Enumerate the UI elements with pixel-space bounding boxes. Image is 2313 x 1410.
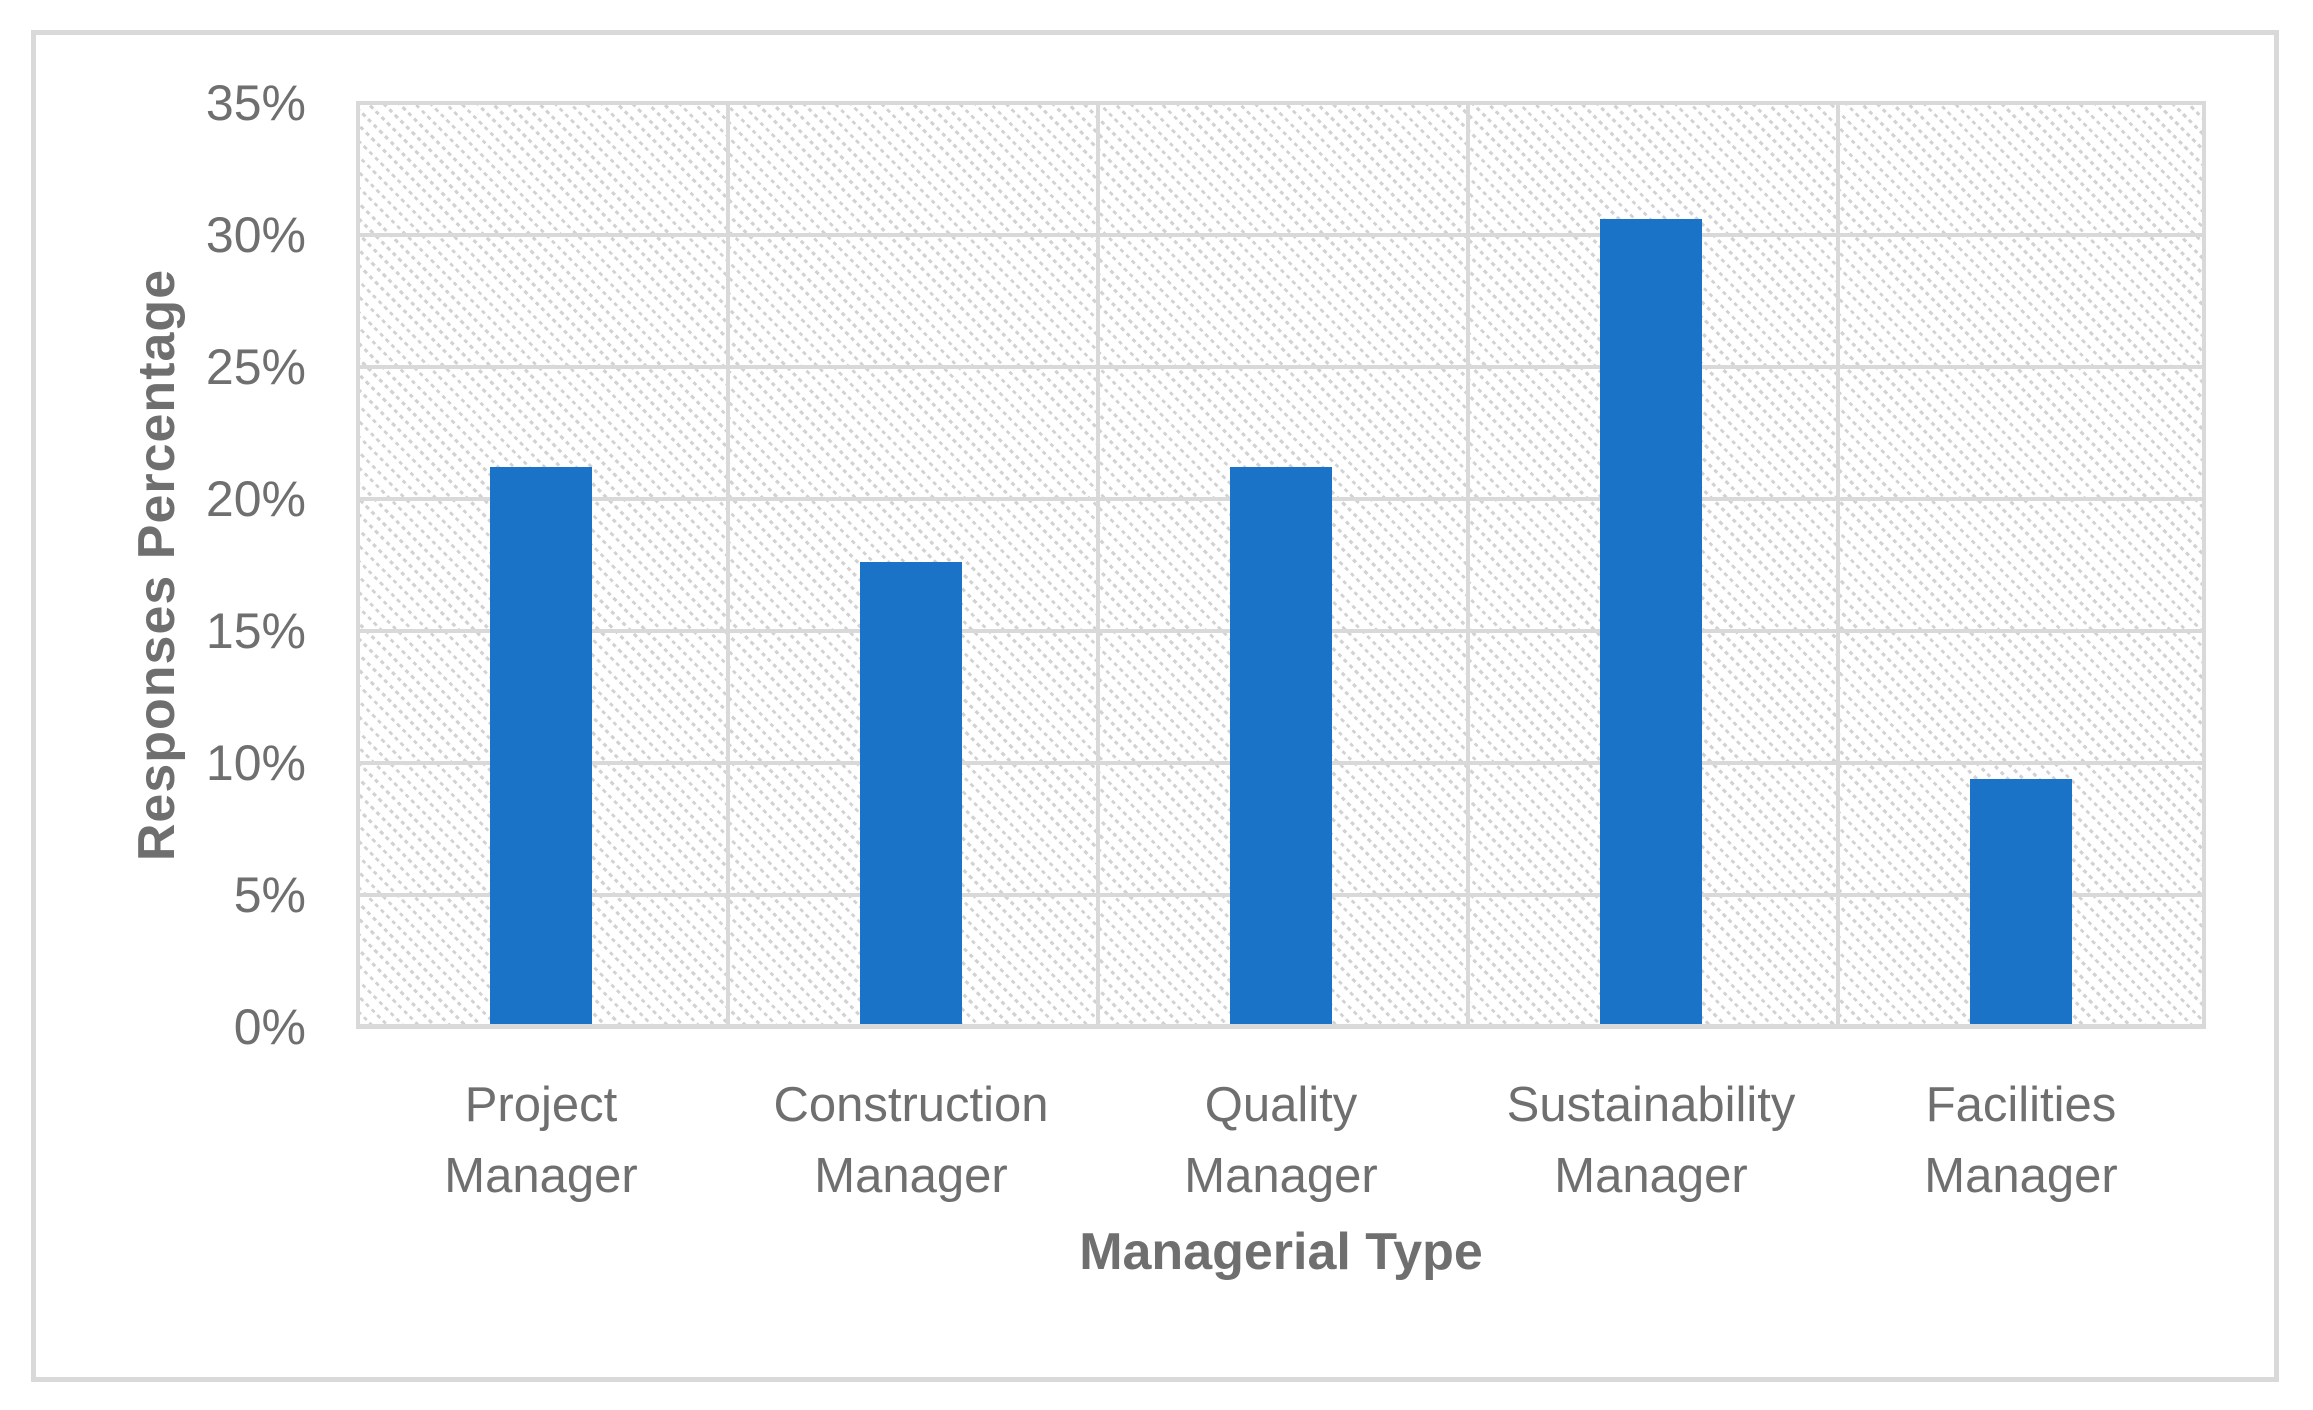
y-axis-line (356, 103, 360, 1027)
x-category-label-line: Quality (1204, 1078, 1358, 1132)
gridline-vertical-1 (726, 103, 730, 1027)
x-axis-title: Managerial Type (1079, 1223, 1483, 1281)
gridline-vertical-4 (1836, 103, 1840, 1027)
chart-outer-border (31, 30, 2279, 1382)
x-category-label-line: Manager (1184, 1149, 1378, 1203)
bar-construction-manager (860, 562, 962, 1027)
bar-sustainability-manager (1600, 219, 1702, 1027)
x-axis-line (356, 1024, 2206, 1029)
y-tick-label-0%: 0% (233, 999, 306, 1055)
x-category-label-quality-manager: Quality Manager (1096, 1070, 1466, 1212)
bar-quality-manager (1230, 467, 1332, 1027)
x-category-label-line: Construction (773, 1078, 1049, 1132)
x-category-label-line: Project (464, 1078, 618, 1132)
x-category-label-line: Manager (444, 1149, 638, 1203)
x-category-label-construction-manager: Construction Manager (726, 1070, 1096, 1212)
gridline-vertical-2 (1096, 103, 1100, 1027)
x-category-label-line: Sustainability (1506, 1078, 1796, 1132)
x-category-label-line: Manager (1554, 1149, 1748, 1203)
gridline-vertical-5 (2202, 103, 2206, 1027)
y-tick-label-35%: 35% (205, 75, 306, 131)
y-tick-label-20%: 20% (205, 471, 306, 527)
x-category-label-line: Manager (814, 1149, 1008, 1203)
gridline-25% (356, 365, 2206, 369)
y-tick-label-30%: 30% (205, 207, 306, 263)
bar-facilities-manager (1970, 778, 2072, 1027)
x-category-label-facilities-manager: Facilities Manager (1836, 1070, 2206, 1212)
bar-project-manager (490, 467, 592, 1027)
y-tick-label-10%: 10% (205, 735, 306, 791)
x-category-label-sustainability-manager: Sustainability Manager (1466, 1070, 1836, 1212)
y-tick-label-25%: 25% (205, 339, 306, 395)
y-tick-label-5%: 5% (233, 867, 306, 923)
x-category-label-line: Manager (1924, 1149, 2118, 1203)
y-tick-label-15%: 15% (205, 603, 306, 659)
plot-area (356, 101, 2206, 1029)
x-category-label-line: Facilities (1925, 1078, 2117, 1132)
x-category-label-project-manager: Project Manager (356, 1070, 726, 1212)
gridline-30% (356, 233, 2206, 237)
gridline-35% (356, 101, 2206, 105)
gridline-vertical-3 (1466, 103, 1470, 1027)
